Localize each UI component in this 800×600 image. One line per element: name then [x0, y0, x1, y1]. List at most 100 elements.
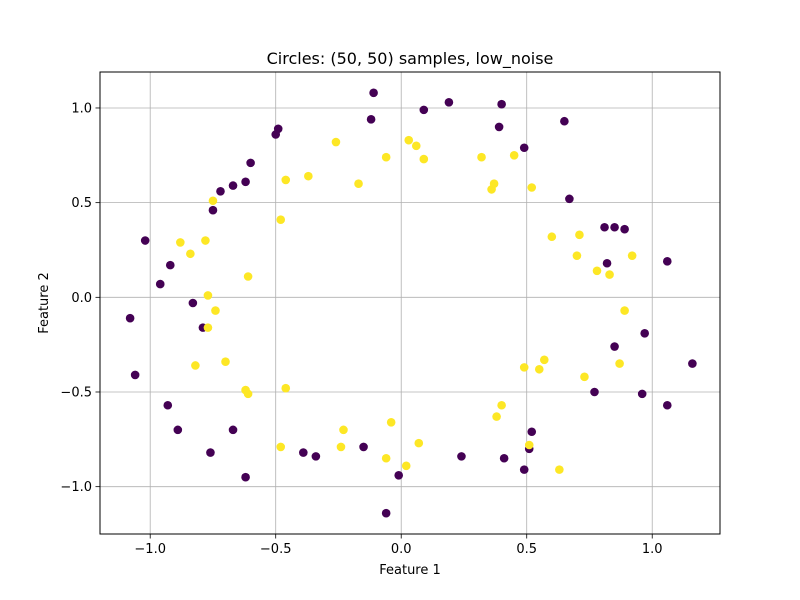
x-tick-label: 0.5	[516, 542, 537, 557]
data-point-class-1	[186, 249, 195, 259]
data-point-class-1	[592, 266, 602, 276]
data-point-class-1	[331, 137, 341, 147]
data-point-class-1	[381, 453, 391, 463]
data-point-class-1	[281, 383, 291, 393]
data-point-class-0	[688, 359, 697, 368]
y-tick-label: 1.0	[71, 101, 92, 116]
data-point-class-0	[419, 105, 429, 115]
data-point-class-0	[640, 328, 649, 338]
data-point-class-1	[477, 152, 486, 162]
data-point-class-0	[519, 143, 529, 153]
data-point-class-0	[163, 400, 173, 410]
data-point-class-0	[208, 205, 218, 215]
data-point-class-1	[203, 323, 213, 332]
data-point-class-0	[600, 222, 609, 232]
data-point-class-0	[299, 448, 308, 457]
data-point-class-1	[627, 251, 637, 260]
data-point-class-0	[369, 88, 378, 98]
data-point-class-1	[615, 359, 624, 368]
data-point-class-0	[565, 194, 574, 204]
data-point-class-1	[580, 372, 589, 382]
data-point-class-1	[401, 461, 411, 471]
data-point-class-1	[489, 179, 499, 189]
data-point-class-0	[206, 448, 215, 457]
data-point-class-1	[191, 361, 200, 370]
data-point-class-1	[555, 465, 564, 474]
data-point-class-0	[273, 124, 283, 134]
data-points	[125, 88, 697, 518]
plot-frame	[99, 71, 721, 535]
data-point-class-0	[173, 425, 183, 435]
data-point-class-1	[497, 400, 506, 410]
data-point-class-1	[572, 251, 582, 260]
data-point-class-0	[125, 313, 135, 323]
data-point-class-1	[524, 440, 534, 450]
data-point-class-1	[339, 425, 348, 435]
data-point-class-0	[155, 279, 165, 289]
y-tick-label: 0.0	[71, 291, 92, 306]
data-point-class-1	[354, 179, 363, 189]
data-point-class-1	[243, 272, 253, 281]
data-point-class-1	[411, 141, 421, 151]
data-point-class-1	[539, 355, 549, 365]
x-tick-label: 0.0	[391, 542, 412, 557]
data-point-class-0	[188, 298, 198, 308]
data-point-class-1	[276, 442, 286, 452]
data-point-class-0	[228, 181, 238, 190]
y-tick-label: −0.5	[60, 385, 92, 400]
data-point-class-0	[165, 260, 175, 270]
data-point-class-1	[620, 306, 629, 315]
data-point-class-0	[311, 452, 321, 461]
axis-ticks: −1.0 −0.5 0.0 0.5 1.0 −1.0 −0.5 0.0 0.5 1.0	[60, 101, 662, 557]
data-point-class-0	[216, 186, 225, 196]
data-point-class-0	[494, 122, 504, 132]
x-tick-label: −1.0	[134, 542, 166, 557]
x-tick-label: 1.0	[642, 542, 663, 557]
data-point-class-1	[211, 306, 220, 315]
data-point-class-1	[201, 236, 210, 245]
data-point-class-0	[444, 97, 454, 107]
data-point-class-1	[386, 417, 396, 427]
x-axis-label: Feature 1	[379, 563, 441, 578]
grid	[100, 72, 720, 534]
data-point-class-0	[620, 224, 629, 234]
data-point-class-0	[610, 342, 619, 351]
data-point-class-1	[304, 171, 313, 181]
data-point-class-1	[414, 438, 424, 448]
data-point-class-1	[203, 291, 213, 300]
data-point-class-0	[560, 116, 569, 126]
data-point-class-0	[602, 258, 612, 268]
data-point-class-0	[637, 389, 647, 399]
data-point-class-0	[366, 115, 376, 124]
data-point-class-0	[241, 472, 250, 482]
data-point-class-1	[419, 154, 429, 164]
y-axis-label: Feature 2	[37, 272, 52, 334]
data-point-class-1	[381, 152, 391, 162]
data-point-class-0	[394, 471, 404, 480]
data-point-class-1	[404, 135, 414, 145]
data-point-class-0	[381, 508, 391, 518]
data-point-class-0	[590, 387, 599, 397]
data-point-class-0	[140, 236, 150, 245]
x-tick-label: −0.5	[260, 542, 292, 557]
y-tick-label: −1.0	[60, 480, 92, 495]
data-point-class-0	[610, 222, 619, 232]
data-point-class-1	[492, 412, 501, 421]
data-point-class-1	[208, 196, 218, 206]
data-point-class-0	[662, 257, 672, 266]
data-point-class-0	[457, 452, 466, 461]
data-point-class-0	[246, 158, 255, 168]
data-point-class-1	[519, 363, 529, 372]
data-point-class-1	[176, 238, 185, 247]
data-point-class-1	[243, 389, 253, 399]
data-point-class-1	[509, 151, 519, 160]
data-point-class-0	[359, 442, 368, 452]
data-point-class-0	[228, 425, 238, 435]
chart-title: Circles: (50, 50) samples, low_noise	[267, 49, 554, 69]
data-point-class-1	[276, 215, 286, 224]
data-point-class-1	[221, 357, 230, 366]
data-point-class-1	[527, 183, 537, 192]
data-point-class-0	[519, 465, 529, 474]
